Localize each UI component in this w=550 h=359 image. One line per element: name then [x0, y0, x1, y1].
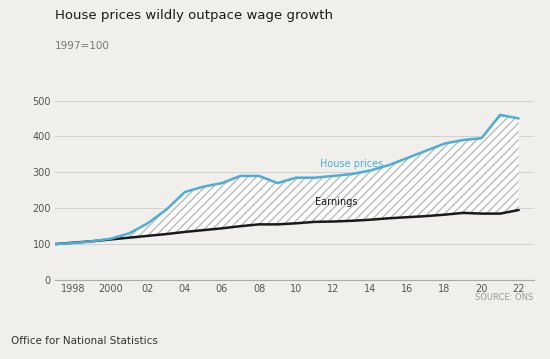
Text: SOURCE: ONS: SOURCE: ONS	[475, 293, 534, 302]
Text: Earnings: Earnings	[315, 197, 357, 208]
Text: Office for National Statistics: Office for National Statistics	[11, 336, 158, 346]
Text: 1997=100: 1997=100	[55, 41, 110, 51]
Text: House prices: House prices	[320, 159, 383, 169]
Text: House prices wildly outpace wage growth: House prices wildly outpace wage growth	[55, 9, 333, 22]
